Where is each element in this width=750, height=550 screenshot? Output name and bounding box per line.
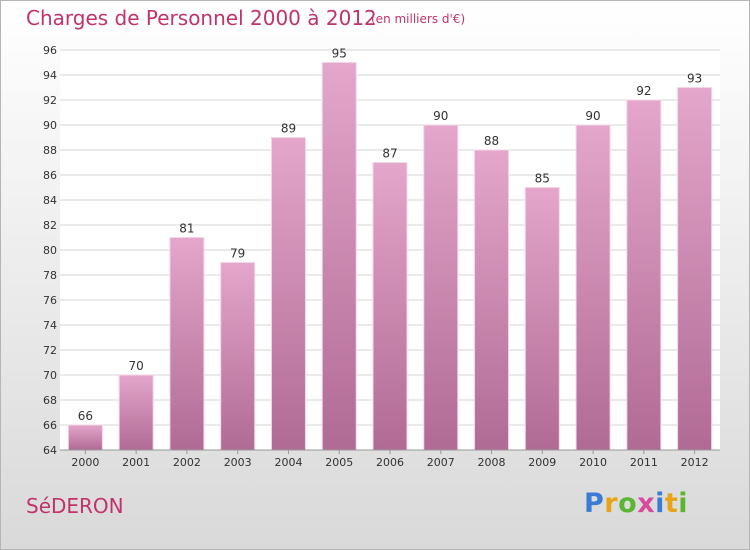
chart-subtitle: (en milliers d'€) — [371, 12, 466, 26]
y-axis: 64 66 68 70 72 74 76 78 80 82 84 86 88 90 92 94 96 — [43, 44, 57, 457]
value-label-2004: 89 — [281, 122, 296, 136]
bar-2005 — [321, 62, 357, 451]
logo-letter: t — [664, 488, 679, 519]
bar-2004 — [270, 137, 306, 451]
y-tick-label: 88 — [43, 144, 57, 157]
value-label-2012: 93 — [687, 72, 702, 86]
chart-title: Charges de Personnel 2000 à 2012 — [26, 6, 377, 30]
y-tick-label: 68 — [43, 394, 57, 407]
y-tick-label: 66 — [43, 419, 57, 432]
x-tick-label-2010: 2010 — [579, 456, 607, 469]
y-tick-label: 90 — [43, 119, 57, 132]
y-tick-label: 92 — [43, 94, 57, 107]
y-tick-label: 96 — [43, 44, 57, 57]
x-tick-label-2008: 2008 — [478, 456, 506, 469]
bar-2001 — [118, 374, 154, 451]
y-tick-label: 76 — [43, 294, 57, 307]
bar-2007 — [423, 124, 459, 451]
x-tick-label-2012: 2012 — [681, 456, 709, 469]
logo-letter: x — [637, 488, 656, 519]
bar-2000 — [67, 424, 103, 451]
bar-2002 — [169, 237, 205, 451]
x-tick-label-2011: 2011 — [630, 456, 658, 469]
y-tick-label: 94 — [43, 69, 57, 82]
x-tick-label-2009: 2009 — [528, 456, 556, 469]
value-label-2008: 88 — [484, 134, 499, 148]
y-tick-label: 84 — [43, 194, 57, 207]
y-tick-label: 72 — [43, 344, 57, 357]
y-tick-label: 82 — [43, 219, 57, 232]
value-label-2003: 79 — [230, 247, 245, 261]
value-label-2001: 70 — [129, 359, 144, 373]
y-tick-label: 78 — [43, 269, 57, 282]
logo-letter: P — [584, 488, 605, 519]
x-tick-label-2007: 2007 — [427, 456, 455, 469]
bars: 66 70 81 79 89 95 87 90 88 85 90 92 93 — [67, 47, 713, 451]
value-label-2002: 81 — [179, 222, 194, 236]
x-tick-label-2006: 2006 — [376, 456, 404, 469]
value-label-2011: 92 — [636, 84, 651, 98]
logo-letter: r — [604, 488, 619, 519]
logo-letter: o — [618, 488, 638, 519]
x-tick-label-2001: 2001 — [122, 456, 150, 469]
value-label-2006: 87 — [382, 147, 397, 161]
value-label-2005: 95 — [332, 47, 347, 61]
bar-2010 — [575, 124, 611, 451]
y-tick-label: 70 — [43, 369, 57, 382]
bar-2008 — [474, 149, 510, 451]
value-label-2007: 90 — [433, 109, 448, 123]
bar-2006 — [372, 162, 408, 451]
y-tick-label: 74 — [43, 319, 57, 332]
logo-letter: i — [655, 488, 665, 519]
x-tick-label-2002: 2002 — [173, 456, 201, 469]
x-tick-label-2004: 2004 — [274, 456, 302, 469]
commune-name: SéDERON — [26, 494, 124, 518]
x-tick-label-2000: 2000 — [71, 456, 99, 469]
proxiti-logo[interactable]: Proxiti — [584, 488, 688, 519]
y-tick-label: 64 — [43, 444, 57, 457]
x-tick-label-2005: 2005 — [325, 456, 353, 469]
bar-2012 — [677, 87, 713, 451]
x-axis: 2000 2001 2002 2003 2004 2005 2006 2007 2008 2009… — [71, 450, 709, 469]
logo-letter: i — [678, 488, 689, 519]
value-label-2009: 85 — [535, 172, 550, 186]
y-tick-label: 86 — [43, 169, 57, 182]
bar-2011 — [626, 99, 662, 451]
value-label-2010: 90 — [585, 109, 600, 123]
bar-2009 — [524, 187, 560, 451]
value-label-2000: 66 — [78, 409, 93, 423]
x-tick-label-2003: 2003 — [224, 456, 252, 469]
bar-2003 — [220, 262, 256, 451]
y-tick-label: 80 — [43, 244, 57, 257]
